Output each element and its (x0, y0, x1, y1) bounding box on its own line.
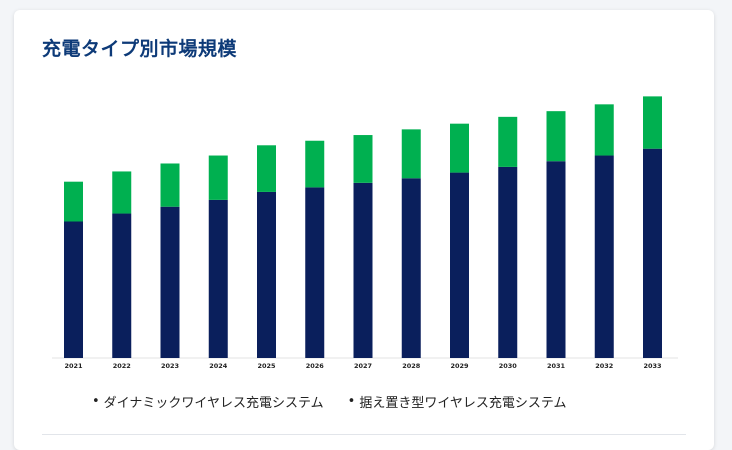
legend-bullet: • (347, 394, 356, 409)
x-tick-label-2033: 2033 (643, 362, 661, 370)
bar-stationary-2028 (401, 129, 421, 179)
x-tick-label-2027: 2027 (354, 362, 372, 370)
legend-bullet: • (92, 394, 100, 409)
x-tick-label-2025: 2025 (257, 362, 276, 370)
bar-stationary-2025 (257, 145, 276, 192)
bars-group (64, 96, 662, 358)
bar-dynamic-2023 (160, 206, 180, 358)
bar-dynamic-2027 (353, 182, 373, 358)
bar-stationary-2032 (594, 104, 614, 156)
bar-stationary-2029 (450, 123, 469, 173)
x-tick-label-2024: 2024 (209, 362, 228, 370)
x-tick-label-2022: 2022 (113, 362, 131, 370)
x-tick-label-2021: 2021 (64, 362, 83, 370)
x-tick-label-2030: 2030 (499, 362, 518, 370)
x-tick-label-2029: 2029 (450, 362, 469, 370)
bar-dynamic-2033 (643, 148, 662, 358)
bar-stationary-2030 (498, 116, 518, 167)
bar-stationary-2022 (112, 171, 132, 214)
x-tick-label-2028: 2028 (402, 362, 421, 370)
legend-label-stationary: 据え置き型ワイヤレス充電システム (359, 396, 567, 411)
bar-dynamic-2021 (64, 221, 83, 358)
chart-legend: • ダイナミックワイヤレス充電システム • 据え置き型ワイヤレス充電システム (92, 392, 567, 411)
legend-label-dynamic: ダイナミックワイヤレス充電システム (103, 396, 324, 411)
divider (42, 434, 686, 435)
bar-dynamic-2024 (208, 199, 228, 358)
stacked-bar-chart: 2021 2022 2023 2024 2025 2026 2027 2028 2029 2030… (52, 96, 678, 370)
bar-dynamic-2028 (401, 178, 421, 358)
bar-stationary-2031 (546, 111, 566, 162)
bar-dynamic-2032 (594, 155, 614, 358)
bar-stationary-2033 (643, 96, 662, 149)
legend-item-stationary[interactable]: • 据え置き型ワイヤレス充電システム (348, 392, 567, 411)
bar-dynamic-2031 (546, 161, 566, 358)
chart-title: 充電タイプ別市場規模 (42, 38, 238, 60)
x-tick-label-2031: 2031 (547, 362, 566, 370)
bar-stationary-2023 (160, 163, 180, 207)
x-tick-label-2023: 2023 (161, 362, 179, 370)
bar-dynamic-2025 (257, 191, 276, 358)
bar-dynamic-2022 (112, 213, 132, 358)
x-tick-label-2032: 2032 (595, 362, 613, 370)
x-tick-labels: 2021 2022 2023 2024 2025 2026 2027 2028 2029 2030… (64, 362, 661, 370)
bar-stationary-2027 (353, 135, 373, 183)
bar-dynamic-2030 (498, 166, 518, 358)
bar-stationary-2021 (64, 181, 83, 222)
bar-stationary-2024 (208, 155, 228, 200)
x-tick-label-2026: 2026 (306, 362, 325, 370)
bar-dynamic-2026 (305, 187, 325, 358)
bar-dynamic-2029 (450, 172, 469, 358)
legend-item-dynamic[interactable]: • ダイナミックワイヤレス充電システム (92, 392, 324, 411)
chart-card: 充電タイプ別市場規模 2021 2022 2023 2024 2025 2026 2027 2… (14, 10, 714, 450)
bar-stationary-2026 (305, 140, 325, 188)
